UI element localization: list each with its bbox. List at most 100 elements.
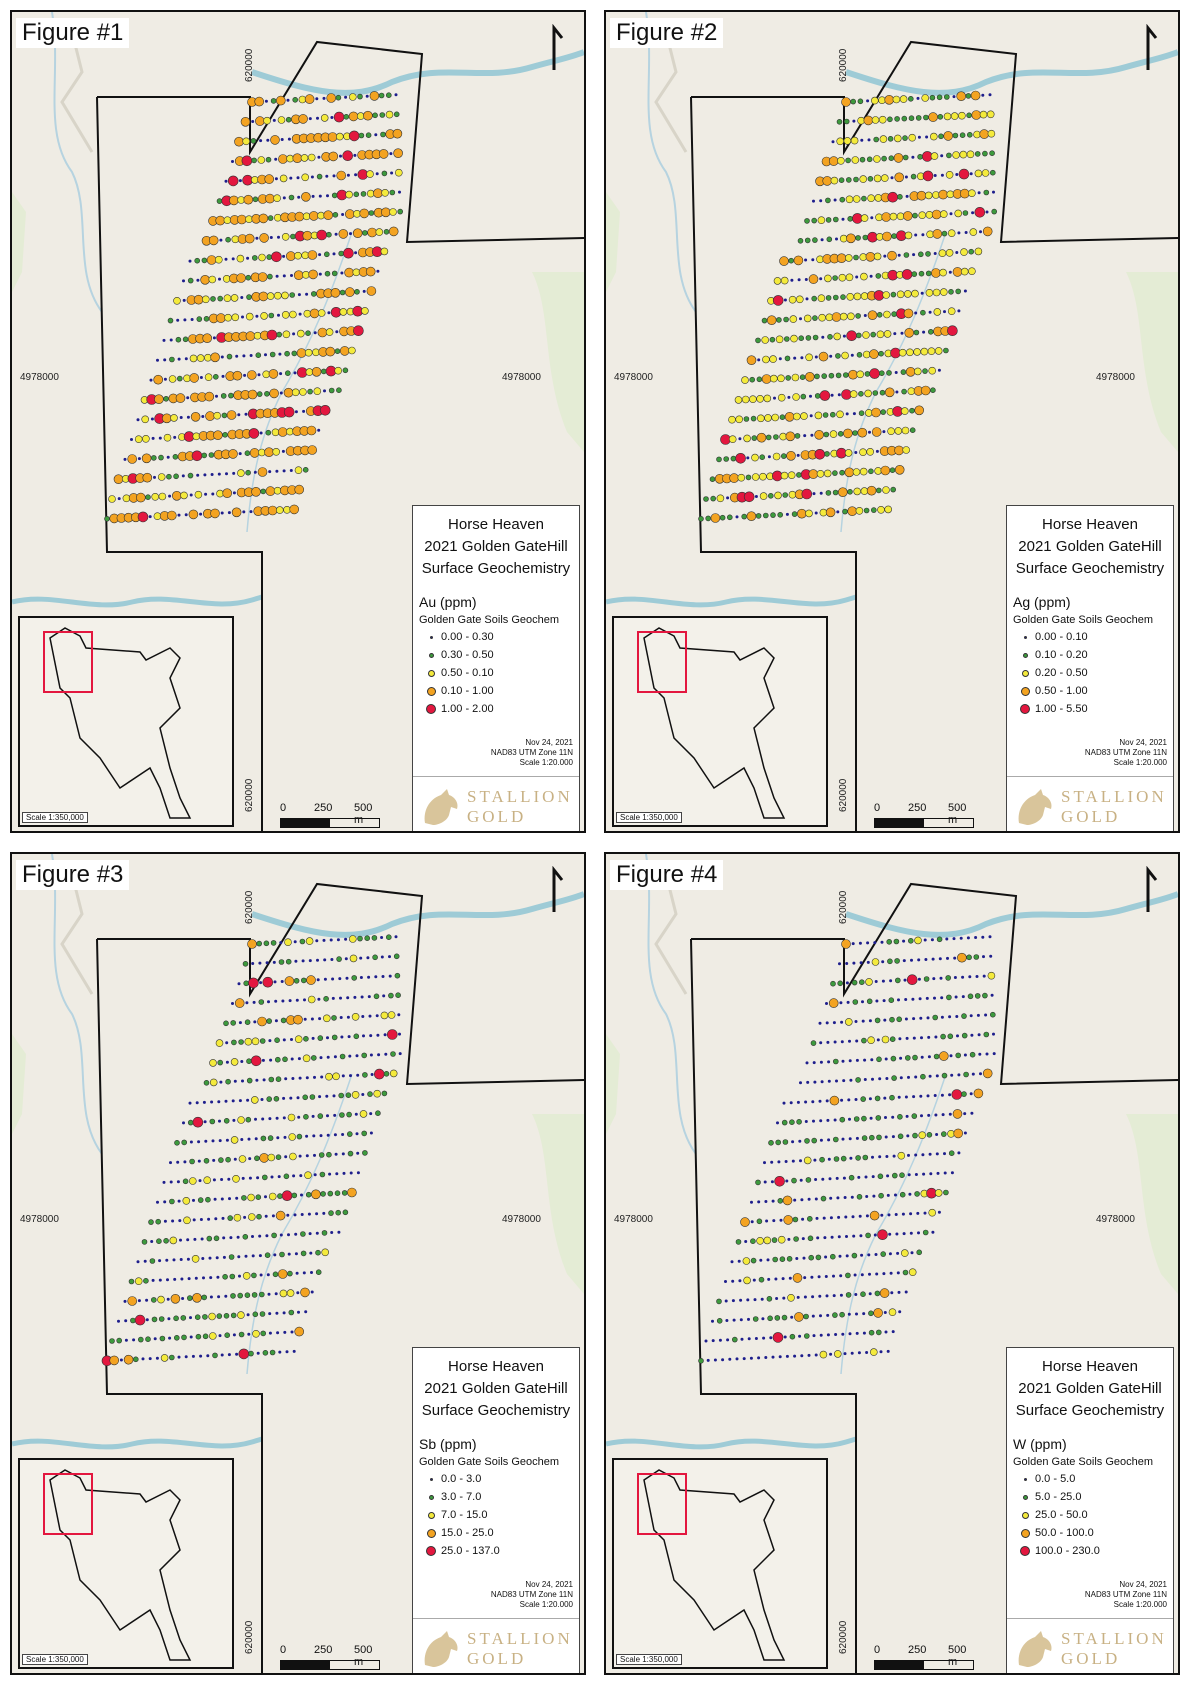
sample-point [249, 448, 260, 458]
sample-point [170, 1293, 181, 1304]
sample-point [795, 1257, 799, 1260]
sample-point [326, 1055, 330, 1059]
sample-point [902, 1269, 909, 1276]
sample-point [812, 334, 819, 341]
sample-point [862, 331, 870, 339]
sample-point [284, 976, 295, 986]
sample-point [340, 1035, 344, 1039]
sample-point [883, 330, 892, 338]
sample-point [335, 1209, 342, 1216]
sample-point [732, 1318, 736, 1322]
sample-point [819, 1119, 823, 1123]
sample-point [287, 1252, 291, 1256]
sample-point [274, 1019, 278, 1023]
sample-point [922, 330, 926, 334]
sample-point [955, 173, 959, 176]
sample-point [231, 1039, 237, 1046]
sample-point [270, 98, 277, 104]
sample-point [303, 998, 306, 1002]
project-title-line2: 2021 Golden GateHill [424, 1380, 568, 1397]
sample-point [823, 469, 832, 478]
sample-point [281, 310, 290, 319]
sample-point [296, 1291, 300, 1295]
sample-point [373, 993, 380, 1000]
sample-point [848, 1332, 852, 1336]
sample-point [394, 168, 403, 177]
sample-point [339, 154, 342, 158]
sample-point [867, 138, 871, 142]
sample-point [845, 412, 849, 416]
sample-point [208, 275, 217, 284]
scale-label-250: 250 [314, 1644, 333, 1656]
sample-point [950, 1171, 954, 1175]
sample-point [887, 191, 899, 203]
sample-point [858, 1214, 862, 1218]
sample-point [228, 1254, 235, 1260]
sample-point [316, 229, 328, 241]
sample-point [166, 1297, 170, 1301]
sample-point [149, 378, 153, 382]
sample-point [259, 431, 263, 435]
sample-point [894, 958, 900, 964]
sample-point [851, 1215, 855, 1219]
sample-point [251, 1037, 260, 1046]
vegetation [532, 272, 584, 452]
sample-point [841, 217, 845, 221]
sample-point [735, 515, 739, 519]
sample-point [197, 1197, 204, 1203]
sample-point [201, 1257, 205, 1260]
legend-symbol-icon [428, 652, 434, 658]
sample-point [913, 329, 920, 336]
legend-class-row: 50.0 - 100.0 [1015, 1524, 1173, 1542]
sample-point [799, 374, 806, 381]
sample-point [856, 370, 864, 379]
sample-point [134, 1314, 146, 1326]
sample-point [293, 978, 300, 984]
sample-point [361, 1130, 368, 1137]
sample-point [875, 487, 882, 494]
sample-point [207, 1217, 211, 1221]
sample-point [756, 1218, 763, 1225]
sample-point [818, 313, 826, 322]
sample-point [845, 1235, 848, 1238]
sample-point [987, 129, 996, 138]
sample-point [373, 1089, 382, 1098]
sample-point [746, 355, 757, 366]
sample-points [698, 90, 998, 523]
easting-label-top: 620000 [244, 48, 255, 82]
sample-point [927, 1035, 931, 1039]
sample-point [204, 373, 213, 382]
sample-point [320, 114, 329, 122]
sample-point [833, 294, 839, 301]
project-name: Horse Heaven [448, 1358, 544, 1375]
sample-point [945, 249, 954, 257]
sample-point [909, 1231, 913, 1235]
sample-point [188, 509, 199, 520]
sample-point [370, 1073, 374, 1076]
sample-point [882, 430, 886, 434]
sample-point [772, 1256, 778, 1263]
sample-point [335, 330, 339, 334]
sample-point [158, 492, 167, 501]
legend-subtitle: Golden Gate Soils Geochem [419, 1456, 560, 1468]
sample-point [822, 412, 829, 418]
sample-point [206, 255, 217, 265]
sample-point [877, 1173, 884, 1180]
legend-class-label: 0.50 - 0.10 [441, 667, 494, 679]
sample-point [778, 1355, 782, 1359]
sample-point [186, 1238, 190, 1242]
sample-point [846, 177, 852, 183]
sample-point [380, 955, 384, 959]
sample-point [286, 1213, 290, 1217]
sample-point [728, 1357, 732, 1361]
inset-map: Scale 1:350,000 [18, 1458, 234, 1669]
sample-point [332, 1072, 340, 1081]
sample-point [222, 1236, 226, 1240]
sample-point [835, 353, 841, 359]
sample-point [236, 254, 245, 263]
sample-point [963, 1071, 969, 1078]
sample-point [870, 96, 879, 105]
sample-point [888, 997, 895, 1003]
scale-label-500: 500 m [354, 1644, 373, 1668]
sample-point [336, 938, 340, 942]
